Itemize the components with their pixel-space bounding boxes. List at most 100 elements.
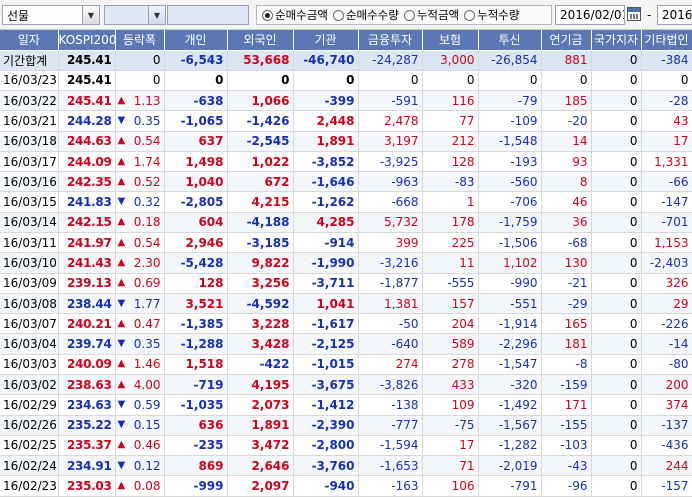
calendar-icon[interactable] [627, 7, 641, 21]
column-header[interactable]: 연기금 [541, 30, 592, 51]
table-row[interactable]: 16/03/10 241.43 ▲ 2.30 -5,428 9,822 -1,990 -3,2… [0, 252, 692, 274]
date-cell: 16/02/23 [0, 475, 59, 497]
government-cell: 0 [591, 90, 642, 112]
pension-cell: 93 [541, 151, 592, 173]
table-row[interactable]: 16/03/03 240.09 ▲ 1.46 1,518 -422 -1,015 274 278… [0, 354, 692, 376]
date-cell: 16/03/04 [0, 333, 59, 355]
radio-button-icon[interactable] [262, 9, 273, 21]
radio-option[interactable]: 누적수량 [464, 7, 519, 23]
triangle-up-icon: ▲ [117, 155, 126, 167]
table-row[interactable]: 16/03/15 241.83 ▼ 0.32 -2,805 4,215 -1,262 -668… [0, 191, 692, 213]
change-value: 0 [152, 53, 161, 68]
column-header[interactable]: 외국인 [227, 30, 294, 51]
personal-cell: -999 [164, 475, 228, 497]
government-cell: 0 [591, 293, 642, 315]
table-row[interactable]: 16/03/22 245.41 ▲ 1.13 -638 1,066 -399 -591 116-… [0, 90, 692, 112]
institution-cell: -3,675 [293, 374, 359, 396]
table-row[interactable]: 16/03/07 240.21 ▲ 0.47 -1,385 3,228 -1,617 -50 2… [0, 313, 692, 335]
table-row[interactable]: 16/03/09 239.13 ▲ 0.69 128 3,256 -3,711 -1,877-… [0, 273, 692, 294]
value-type-radio-group: 순매수금액 순매수수량 누적금액 누적수량 [256, 5, 552, 25]
pension-cell: -155 [541, 415, 592, 436]
change-value: 0.59 [133, 397, 161, 412]
pension-cell: 185 [541, 90, 592, 112]
financial-investment-cell: -3,826 [358, 374, 423, 396]
date-cell: 16/03/23 [0, 70, 59, 92]
column-header[interactable]: 투신 [478, 30, 542, 51]
pension-cell: 171 [541, 394, 592, 416]
table-row[interactable]: 16/03/16 242.35 ▲ 0.52 1,040 672 -1,646 -963 -83… [0, 171, 692, 193]
table-row[interactable]: 16/03/08 238.44 ▼ 1.77 3,521 -4,592 1,041 1,381… [0, 293, 692, 315]
column-header[interactable]: 개인 [164, 30, 228, 51]
table-row[interactable]: 16/03/11 241.97 ▲ 0.54 2,946 -3,185 -914 399 225… [0, 232, 692, 254]
table-row[interactable]: 16/02/29 234.63 ▼ 0.59 -1,035 2,073 -1,412 -138… [0, 394, 692, 416]
table-row[interactable]: 16/03/04 239.74 ▼ 0.35 -1,288 3,428 -2,125 -640… [0, 333, 692, 355]
triangle-down-icon: ▼ [117, 419, 126, 431]
triangle-up-icon: ▲ [117, 277, 126, 289]
chevron-down-icon[interactable]: ▼ [82, 6, 99, 24]
column-header[interactable]: 등락폭 [115, 30, 165, 51]
radio-option[interactable]: 누적금액 [403, 7, 459, 23]
change-cell: ▼ 0.35 [115, 333, 165, 355]
foreign-cell: 0 [227, 70, 294, 92]
other-corp-cell: -384 [641, 50, 692, 71]
table-row[interactable]: 16/03/18 244.63 ▲ 0.54 637 -2,545 1,891 3,197 21… [0, 131, 692, 152]
other-corp-cell: -2,403 [641, 252, 692, 274]
column-header[interactable]: 일자 [0, 30, 59, 51]
table-row[interactable]: 16/03/14 242.15 ▲ 0.18 604 -4,188 4,285 5,732 17… [0, 212, 692, 234]
institution-cell: -399 [293, 90, 359, 112]
column-header[interactable]: 기타법인 [641, 30, 692, 51]
column-header[interactable]: 기관 [293, 30, 359, 51]
code-select[interactable]: ▼ [104, 5, 166, 25]
table-row[interactable]: 16/02/23 235.03 ▲ 0.08 -999 2,097 -940 -163 106-… [0, 475, 692, 497]
other-corp-cell: -66 [641, 171, 692, 193]
pension-cell: -8 [541, 354, 592, 376]
market-select-value: 선물 [7, 8, 30, 23]
table-row[interactable]: 16/03/17 244.09 ▲ 1.74 1,498 1,022 -3,852 -3,92… [0, 151, 692, 173]
insurance-cell: 109 [422, 394, 479, 416]
date-cell: 16/03/22 [0, 90, 59, 112]
investor-trading-table: 일자 KOSPI200 등락폭 개인 외국인 기관 금융투자 보험 투신 연기금 국가지자 기타법인 … [0, 30, 692, 497]
code-search-input[interactable] [167, 5, 249, 25]
table-row[interactable]: 16/02/24 234.91 ▼ 0.12 869 2,646 -3,760 -1,653 7… [0, 455, 692, 477]
trust-cell: -1,548 [478, 131, 542, 152]
personal-cell: -2,805 [164, 191, 228, 213]
column-header[interactable]: 보험 [422, 30, 479, 51]
institution-cell: 1,891 [293, 131, 359, 152]
total-row[interactable]: 기간합계 245.41 0 -6,543 53,668 -46,740 -24,287 3,0… [0, 50, 692, 71]
table-row[interactable]: 16/03/02 238.63 ▲ 4.00 -719 4,195 -3,675 -3,826… [0, 374, 692, 396]
triangle-down-icon: ▼ [117, 297, 126, 309]
date-cell: 16/03/10 [0, 252, 59, 274]
government-cell: 0 [591, 374, 642, 396]
institution-cell: -3,852 [293, 151, 359, 173]
column-header[interactable]: 금융투자 [358, 30, 423, 51]
column-header[interactable]: KOSPI200 [58, 30, 116, 51]
radio-option[interactable]: 순매수수량 [332, 7, 399, 23]
trust-cell: -26,854 [478, 50, 542, 71]
table-row[interactable]: 16/02/25 235.37 ▲ 0.46 -235 3,472 -2,800 -1,594… [0, 435, 692, 457]
radio-button-icon[interactable] [332, 9, 344, 21]
radio-button-icon[interactable] [464, 9, 476, 21]
triangle-up-icon: ▲ [117, 256, 126, 268]
table-row[interactable]: 16/03/21 244.28 ▼ 0.35 -1,065 -1,426 2,448 2,47… [0, 110, 692, 132]
insurance-cell: 157 [422, 293, 479, 315]
institution-cell: -2,800 [293, 435, 359, 457]
date-cell: 16/02/29 [0, 394, 59, 416]
column-header[interactable]: 국가지자 [591, 30, 642, 51]
table-row[interactable]: 16/03/23 245.41 0 0 0 0 0 0 0 0 0 0 [0, 70, 692, 92]
government-cell: 0 [591, 70, 642, 92]
end-date-input[interactable]: 2016/ [657, 5, 692, 25]
table-header-row: 일자 KOSPI200 등락폭 개인 외국인 기관 금융투자 보험 투신 연기금 국가지자 기타법인 [0, 30, 692, 51]
financial-investment-cell: 399 [358, 232, 423, 254]
chevron-down-icon[interactable]: ▼ [148, 6, 165, 24]
radio-button-icon[interactable] [403, 9, 415, 21]
radio-option[interactable]: 순매수금액 [262, 7, 328, 23]
personal-cell: 1,040 [164, 171, 228, 193]
change-value: 0.35 [133, 337, 161, 352]
institution-cell: -1,617 [293, 313, 359, 335]
table-row[interactable]: 16/02/26 235.22 ▼ 0.15 636 1,891 -2,390 -777 -75… [0, 415, 692, 436]
market-select[interactable]: 선물 ▼ [2, 5, 100, 25]
other-corp-cell: 374 [641, 394, 692, 416]
date-cell: 16/03/11 [0, 232, 59, 254]
date-cell: 16/03/18 [0, 131, 59, 152]
start-date-input[interactable]: 2016/02/01 [555, 5, 625, 25]
